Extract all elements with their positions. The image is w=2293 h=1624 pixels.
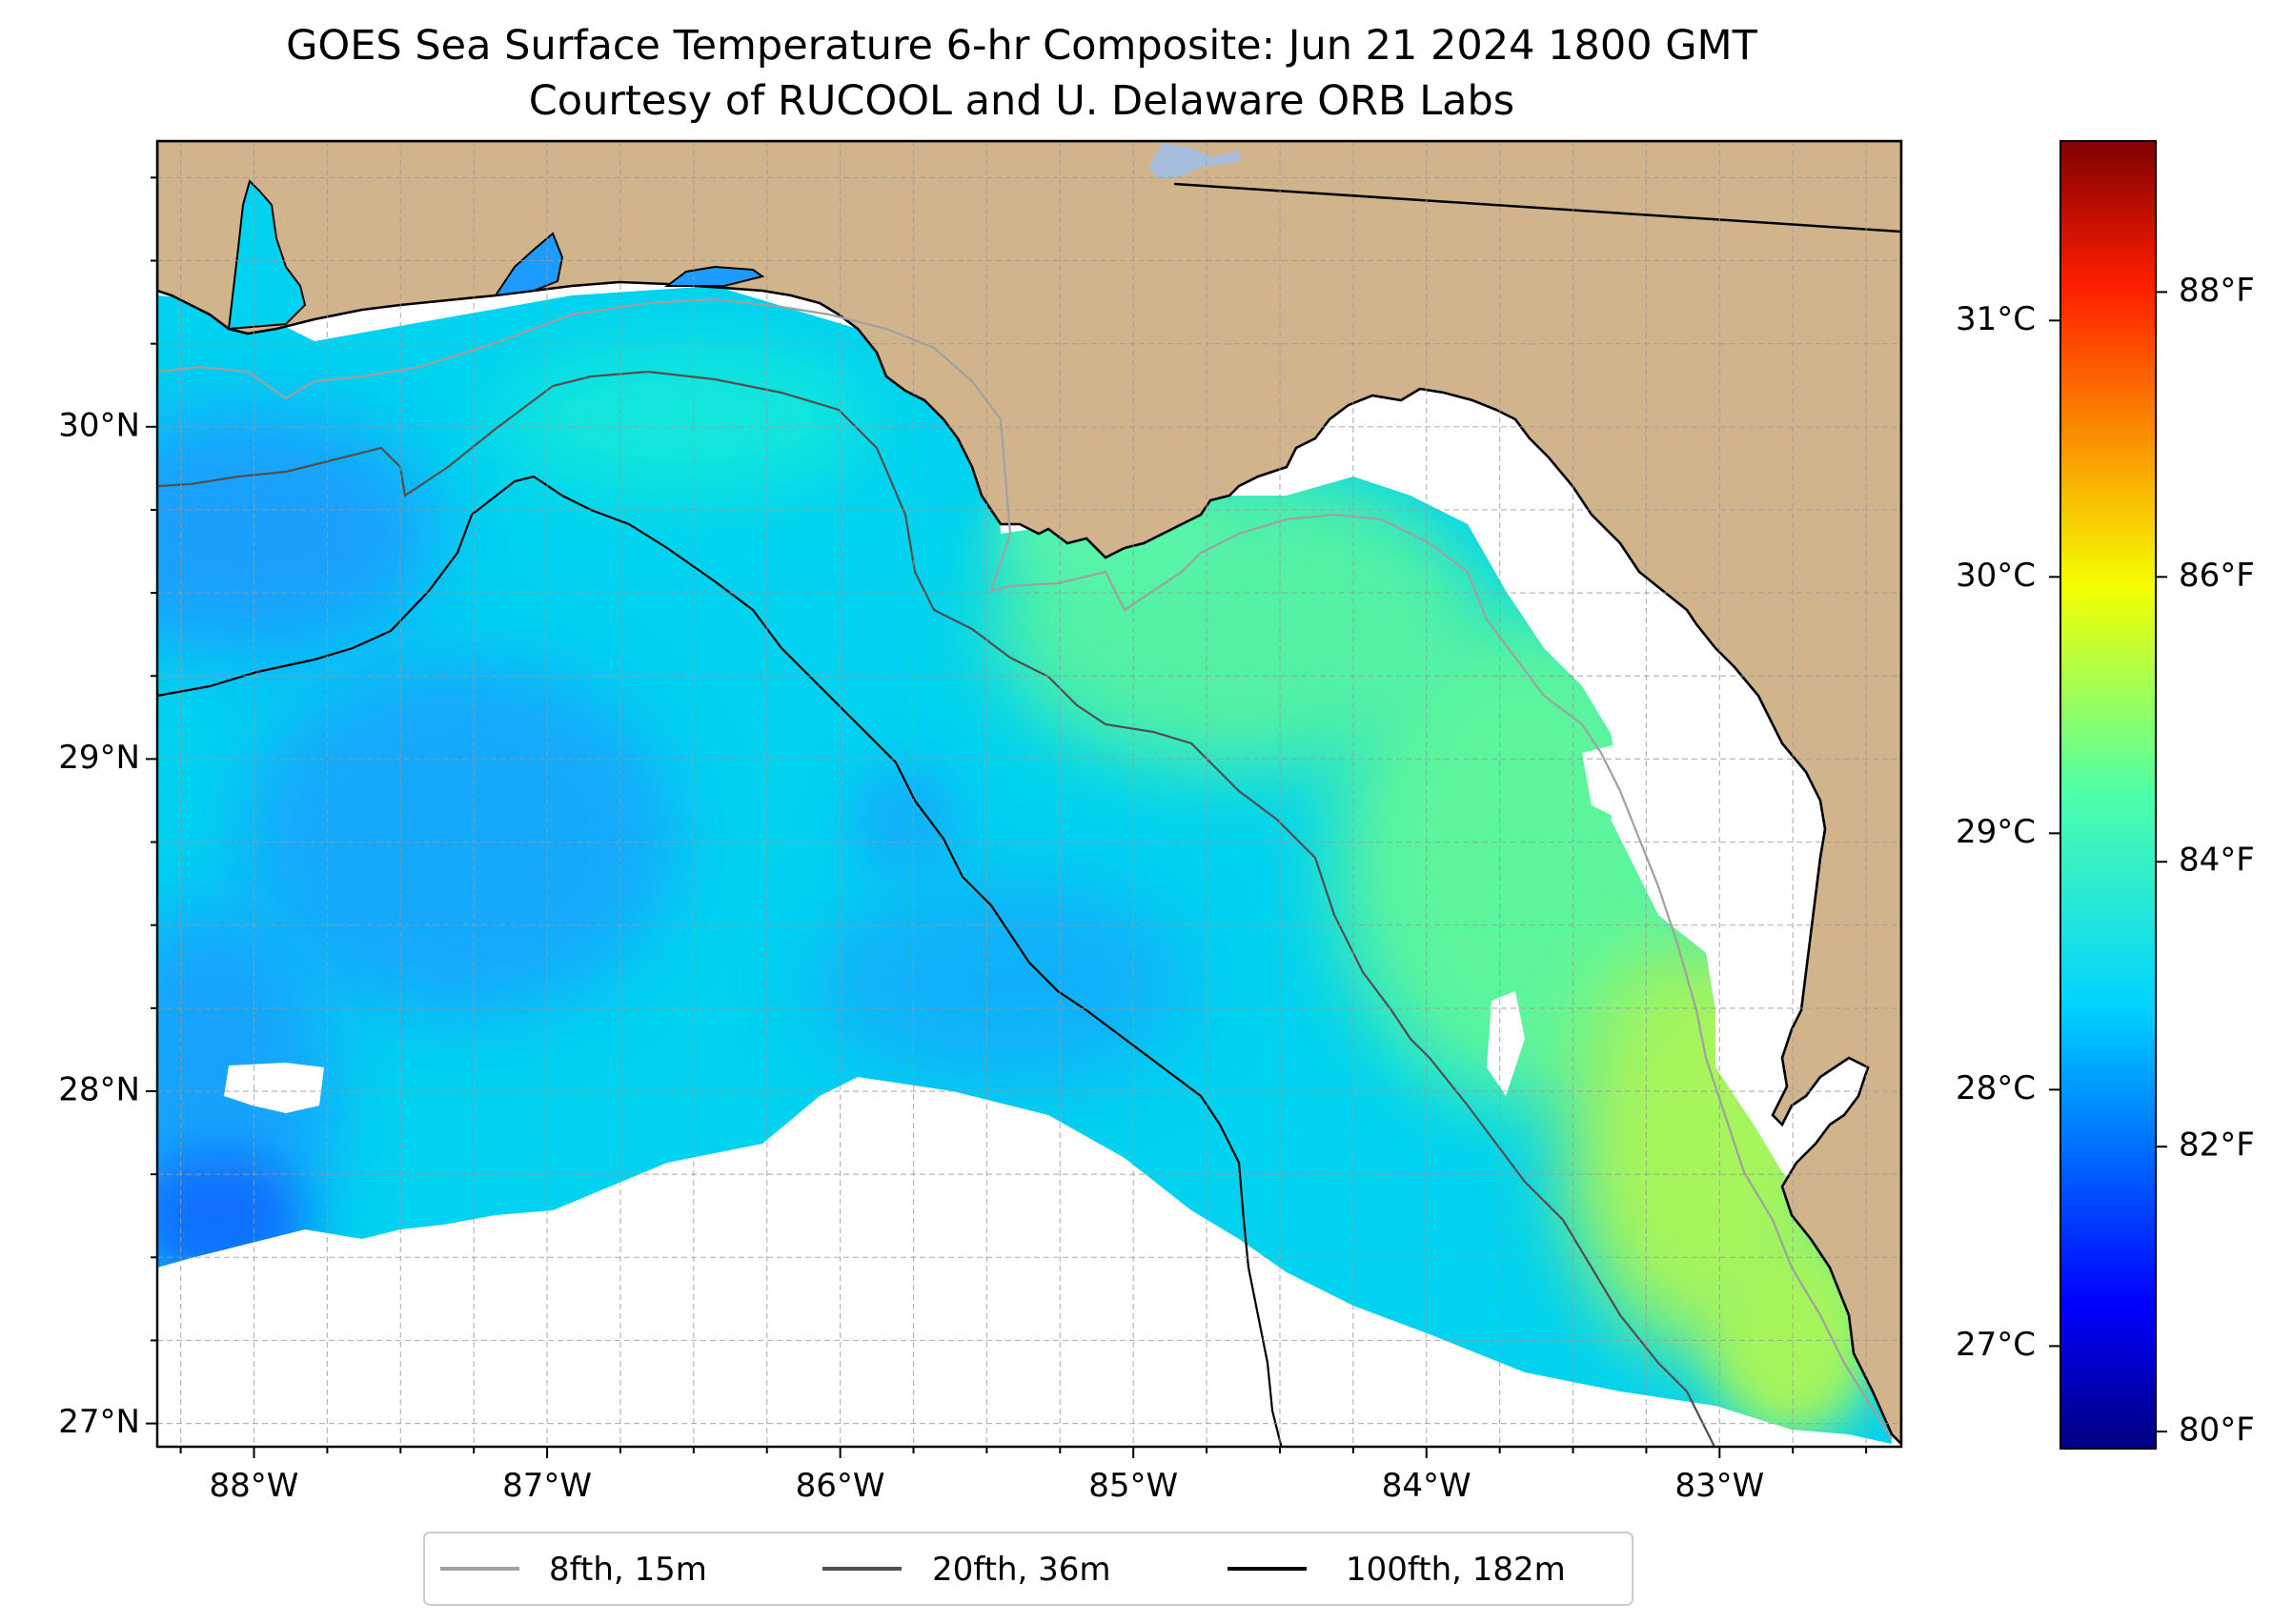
bay-inlet (227, 179, 307, 331)
isobath-100fth (157, 475, 1283, 1447)
celsius-label: 27°C (1956, 1326, 2036, 1364)
land-area (157, 141, 1901, 1446)
lon-label: 83°W (1674, 1467, 1764, 1505)
lat-label: 29°N (58, 739, 140, 777)
map-gridlines (157, 141, 1901, 1447)
lat-label: 30°N (58, 406, 140, 444)
lat-label: 28°N (58, 1070, 140, 1108)
lon-label: 84°W (1382, 1467, 1471, 1505)
lon-label: 87°W (502, 1467, 592, 1505)
isobath-legend: 8fth, 15m 20fth, 36m 100fth, 182m (423, 1532, 1634, 1606)
celsius-label: 31°C (1956, 300, 2036, 338)
lon-label: 88°W (210, 1467, 299, 1505)
fahrenheit-label: 86°F (2179, 557, 2255, 595)
latitude-labels: 30°N 29°N 28°N 27°N (58, 406, 140, 1441)
colorbar-ticks (2049, 291, 2167, 1433)
colorbar-gradient (2060, 140, 2157, 1450)
isobath-20fth (157, 370, 1716, 1447)
celsius-label: 30°C (1956, 557, 2036, 595)
map-tick-marks (146, 176, 1868, 1458)
fahrenheit-label: 88°F (2179, 272, 2255, 310)
celsius-label: 28°C (1956, 1069, 2036, 1107)
colorbar: 27°C 28°C 29°C 30°C 31°C 80°F 82°F 84°F … (1956, 140, 2255, 1450)
map-title-line1: GOES Sea Surface Temperature 6-hr Compos… (286, 22, 1758, 70)
fahrenheit-label: 82°F (2179, 1127, 2255, 1165)
legend-label-20fth: 20fth, 36m (932, 1551, 1111, 1589)
state-boundary (1173, 182, 1901, 233)
lon-label: 85°W (1088, 1467, 1178, 1505)
fahrenheit-label: 80°F (2179, 1411, 2255, 1450)
st-andrews-bay (664, 265, 765, 287)
celsius-label: 29°C (1956, 813, 2036, 851)
no-data-patch-west (224, 1063, 324, 1113)
map-frame (155, 139, 1903, 1449)
legend-box (423, 1532, 1634, 1606)
legend-label-8fth: 8fth, 15m (549, 1551, 707, 1589)
fahrenheit-label: 84°F (2179, 842, 2255, 880)
lat-label: 27°N (58, 1403, 140, 1441)
isobath-8fth (157, 297, 1893, 1440)
fahrenheit-labels: 80°F 82°F 84°F 86°F 88°F (2179, 272, 2255, 1450)
lon-label: 86°W (796, 1467, 885, 1505)
no-data-patch-east (1487, 991, 1525, 1096)
celsius-labels: 27°C 28°C 29°C 30°C 31°C (1956, 300, 2036, 1364)
lake (1148, 143, 1239, 179)
map-panel: 30°N 29°N 28°N 27°N 88°W 87°W 86°W 85°W … (58, 139, 1903, 1505)
map-title-line2: Courtesy of RUCOOL and U. Delaware ORB L… (529, 77, 1514, 125)
longitude-labels: 88°W 87°W 86°W 85°W 84°W 83°W (210, 1467, 1765, 1505)
choctawhatchee-bay (493, 232, 564, 297)
legend-label-100fth: 100fth, 182m (1346, 1551, 1566, 1589)
